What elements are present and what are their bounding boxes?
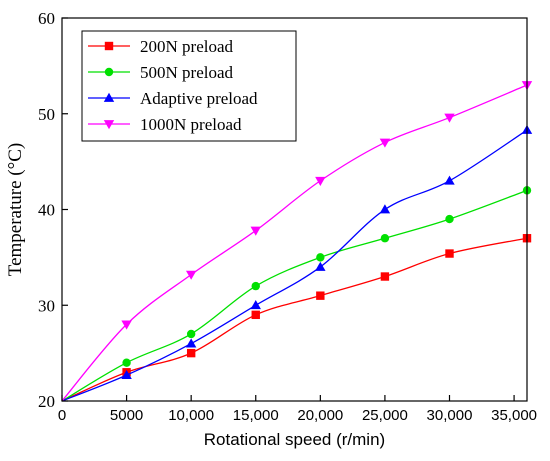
y-tick-label: 30 xyxy=(38,296,55,315)
legend-item: Adaptive preload xyxy=(88,89,258,108)
legend-item: 500N preload xyxy=(88,63,234,82)
data-point xyxy=(444,175,455,185)
data-point xyxy=(380,234,390,243)
data-point xyxy=(185,338,197,348)
data-point xyxy=(445,249,454,258)
y-tick-label: 40 xyxy=(38,201,55,220)
data-point xyxy=(250,226,261,236)
legend-label: 500N preload xyxy=(140,63,234,82)
data-point xyxy=(251,310,260,320)
legend-marker xyxy=(104,67,114,77)
data-point xyxy=(445,214,454,224)
data-point xyxy=(379,138,391,148)
x-tick-label: 20,000 xyxy=(297,407,343,424)
data-point xyxy=(316,291,325,300)
plot-content xyxy=(61,81,533,402)
legend-item: 1000N preload xyxy=(88,115,242,134)
legend-label: 200N preload xyxy=(140,37,234,56)
legend-marker xyxy=(104,41,114,51)
x-tick-label: 0 xyxy=(58,407,66,424)
legend-label: Adaptive preload xyxy=(140,89,258,108)
x-axis-title: Rotational speed (r/min) xyxy=(204,430,385,449)
data-point xyxy=(250,300,261,310)
y-axis: 20 30 40 50 60 xyxy=(38,9,68,411)
legend-item: 200N preload xyxy=(88,37,234,56)
series-4 xyxy=(61,81,533,402)
legend-box xyxy=(81,30,297,142)
x-tick-label: 30,000 xyxy=(427,407,473,424)
legend-label: 1000N preload xyxy=(140,115,242,134)
x-tick-label: 15,000 xyxy=(233,407,279,424)
series-2 xyxy=(61,186,532,402)
y-tick-label: 60 xyxy=(38,9,55,28)
series-line xyxy=(61,189,528,402)
series-line xyxy=(61,237,528,402)
data-point xyxy=(251,281,260,291)
data-point xyxy=(122,358,131,367)
legend: 200N preload 500N preload Adaptive preload… xyxy=(81,30,297,142)
data-point xyxy=(121,320,132,330)
data-point xyxy=(185,270,197,280)
legend-marker xyxy=(103,120,115,130)
data-point xyxy=(315,176,326,186)
data-point xyxy=(316,253,325,262)
data-point xyxy=(121,369,132,380)
data-point xyxy=(380,272,390,281)
x-axis: 0 5000 10,000 15,000 20,000 25,000 30,000 35,00… xyxy=(58,395,537,424)
y-tick-label: 20 xyxy=(38,392,55,411)
x-tick-label: 35,000 xyxy=(491,407,537,424)
data-point xyxy=(444,113,455,123)
legend-marker xyxy=(103,92,115,102)
x-tick-label: 25,000 xyxy=(362,407,408,424)
x-tick-label: 5000 xyxy=(110,407,143,424)
data-point xyxy=(186,348,196,358)
y-axis-title: Temperature (°C) xyxy=(5,143,26,276)
data-point xyxy=(186,329,196,339)
data-point xyxy=(379,204,391,214)
x-tick-label: 10,000 xyxy=(168,407,214,424)
y-tick-label: 50 xyxy=(38,105,55,124)
data-point xyxy=(315,261,326,271)
series-1 xyxy=(61,234,532,402)
